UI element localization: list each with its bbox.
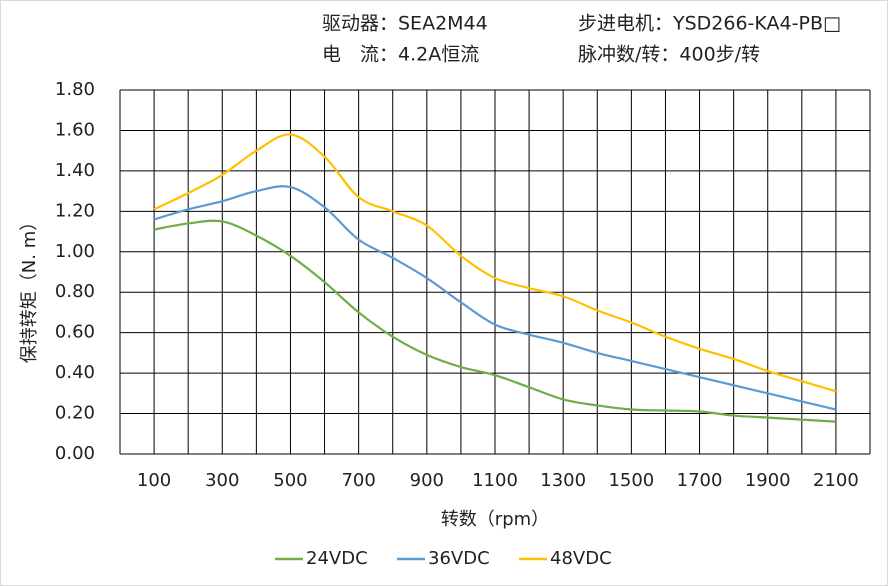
y-tick-label: 0.00 bbox=[55, 443, 95, 464]
y-tick-label: 1.60 bbox=[55, 119, 95, 140]
header-driver: 驱动器：SEA2M44 bbox=[322, 13, 488, 35]
y-tick-label: 1.80 bbox=[55, 79, 95, 100]
y-tick-label: 1.40 bbox=[55, 160, 95, 181]
y-tick-label: 0.60 bbox=[55, 322, 95, 343]
legend-label: 36VDC bbox=[428, 548, 490, 569]
header-motor: 步进电机：YSD266-KA4-PB□ bbox=[578, 13, 841, 35]
x-tick-label: 1100 bbox=[472, 470, 518, 491]
x-tick-label: 500 bbox=[273, 470, 307, 491]
series-line bbox=[153, 219, 836, 423]
x-tick-label: 1900 bbox=[745, 470, 791, 491]
header-current: 电 流：4.2A恒流 bbox=[322, 44, 479, 66]
y-tick-label: 0.80 bbox=[55, 281, 95, 302]
x-tick-label: 1700 bbox=[677, 470, 723, 491]
series-line bbox=[153, 185, 837, 411]
header-pulses: 脉冲数/转：400步/转 bbox=[578, 44, 760, 66]
x-tick-label: 2100 bbox=[813, 470, 859, 491]
legend-label: 24VDC bbox=[306, 548, 368, 569]
y-tick-label: 0.40 bbox=[55, 362, 95, 383]
series-line bbox=[153, 133, 837, 393]
x-tick-label: 700 bbox=[341, 470, 375, 491]
x-tick-label: 300 bbox=[205, 470, 239, 491]
legend-label: 48VDC bbox=[550, 548, 612, 569]
y-tick-label: 1.20 bbox=[55, 200, 95, 221]
x-tick-label: 1500 bbox=[608, 470, 654, 491]
y-tick-label: 1.00 bbox=[55, 241, 95, 262]
y-tick-label: 0.20 bbox=[55, 403, 95, 424]
x-tick-label: 1300 bbox=[540, 470, 586, 491]
y-axis-title: 保持转矩（N. m） bbox=[19, 213, 40, 363]
x-tick-label: 900 bbox=[410, 470, 444, 491]
x-tick-label: 100 bbox=[137, 470, 171, 491]
x-axis-title: 转数（rpm） bbox=[441, 509, 549, 530]
